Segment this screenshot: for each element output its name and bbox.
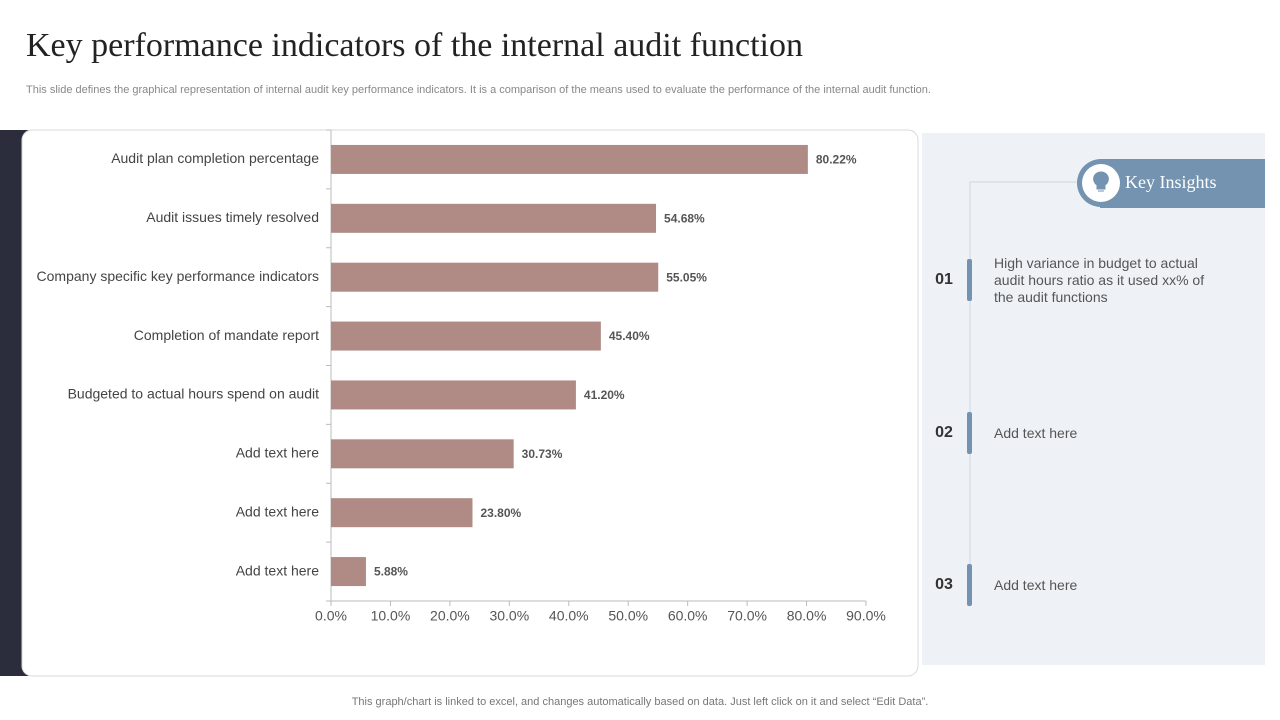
y-tick-label: Add text here — [236, 445, 319, 461]
value-label: 45.40% — [609, 329, 650, 343]
y-tick-label: Add text here — [236, 562, 319, 578]
value-label: 80.22% — [816, 153, 857, 167]
insight-number: 02 — [935, 424, 953, 441]
title: Key performance indicators of the intern… — [26, 27, 803, 64]
bar — [331, 262, 659, 292]
x-tick-label: 70.0% — [727, 608, 767, 624]
footer: This graph/chart is linked to excel, and… — [352, 696, 929, 708]
y-tick-label: Company specific key performance indicat… — [37, 268, 319, 284]
insight-number: 03 — [935, 576, 953, 593]
x-tick-label: 80.0% — [787, 608, 827, 624]
y-tick-label: Audit plan completion percentage — [111, 150, 319, 166]
x-tick-label: 30.0% — [489, 608, 529, 624]
bar — [331, 144, 808, 174]
timeline — [969, 181, 1080, 605]
y-tick-label: Budgeted to actual hours spend on audit — [68, 386, 320, 402]
insight-marker — [967, 412, 972, 454]
insight-marker — [967, 259, 972, 301]
y-tick-label: Add text here — [236, 503, 319, 519]
insight-text: Add text here — [994, 576, 1078, 593]
x-tick-label: 20.0% — [430, 608, 470, 624]
bar — [331, 498, 473, 528]
bar — [331, 557, 366, 587]
bar — [331, 380, 576, 410]
insight-marker — [967, 564, 972, 606]
bulb-icon — [1093, 171, 1109, 192]
y-tick-label: Completion of mandate report — [134, 327, 319, 343]
insights-panel — [922, 133, 1265, 665]
x-tick-label: 50.0% — [608, 608, 648, 624]
x-tick-label: 90.0% — [846, 608, 886, 624]
value-label: 55.05% — [666, 270, 707, 284]
x-tick-label: 60.0% — [668, 608, 708, 624]
x-tick-label: 0.0% — [315, 608, 347, 624]
value-label: 41.20% — [584, 388, 625, 402]
insight-number: 01 — [935, 271, 953, 288]
subtitle: This slide defines the graphical represe… — [26, 84, 931, 96]
value-label: 5.88% — [374, 565, 408, 579]
value-label: 23.80% — [480, 506, 521, 520]
bar — [331, 321, 601, 351]
insights-banner — [1100, 159, 1265, 208]
x-tick-label: 10.0% — [371, 608, 411, 624]
value-label: 30.73% — [522, 447, 563, 461]
value-label: 54.68% — [664, 211, 705, 225]
insight-text: Add text here — [994, 424, 1078, 441]
y-tick-label: Audit issues timely resolved — [146, 209, 319, 225]
bar — [331, 439, 514, 469]
insight-text: High variance in budget to actual audit … — [994, 254, 1205, 305]
insights-title: Key Insights — [1125, 172, 1217, 192]
x-tick-label: 40.0% — [549, 608, 589, 624]
bar — [331, 203, 657, 233]
